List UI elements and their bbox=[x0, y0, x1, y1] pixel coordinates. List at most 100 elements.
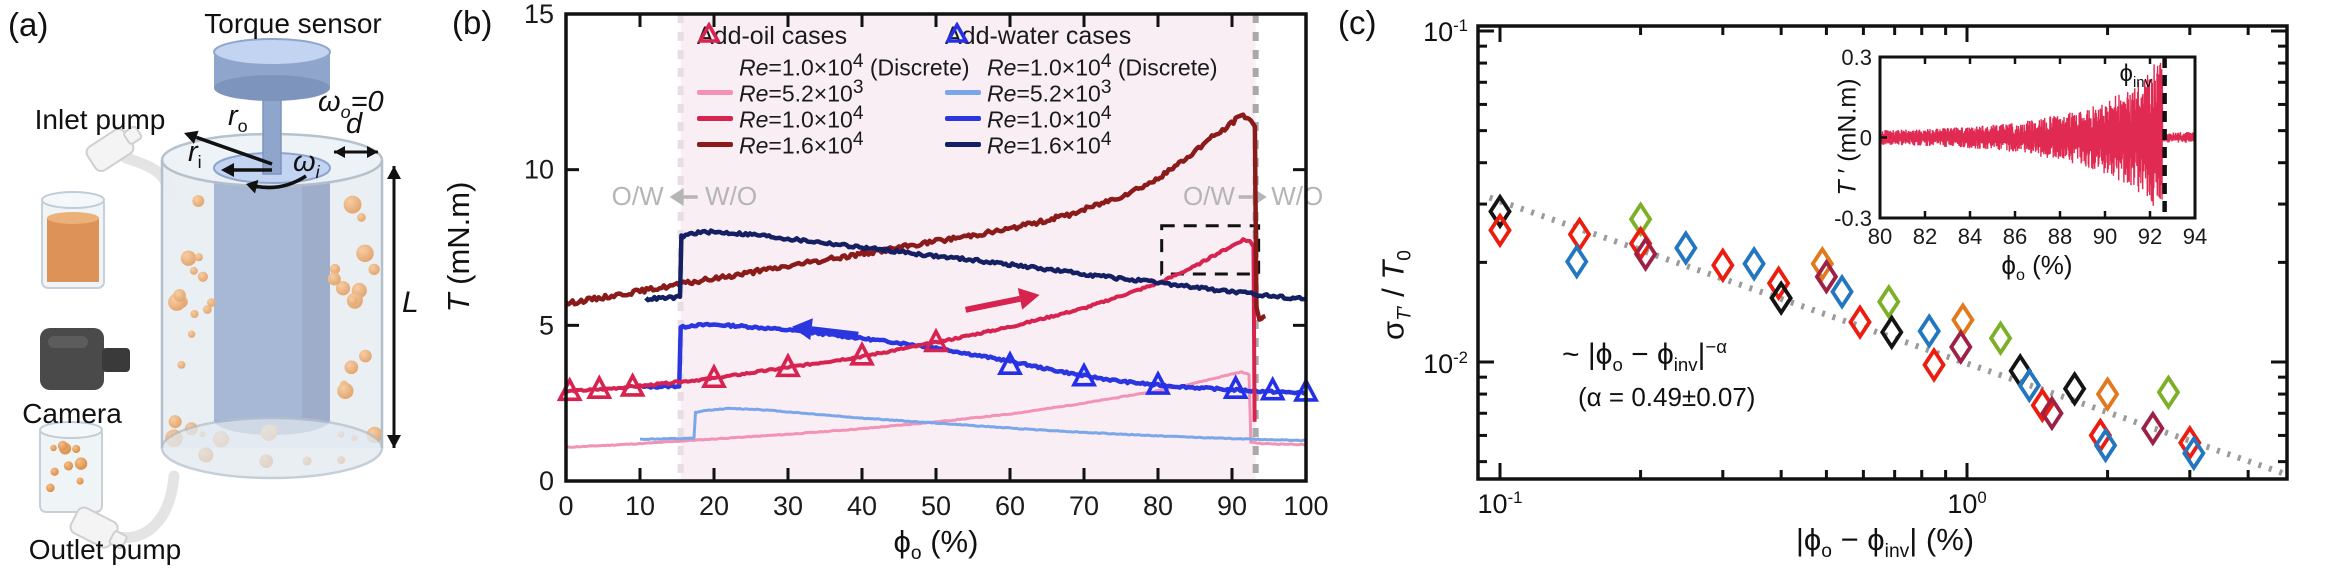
svg-text:0: 0 bbox=[558, 491, 573, 521]
torque-chart: O/W W/O O/W W/O 0 10 20 30 40 50 60 70 80 90 100 0 5 10 15 bbox=[524, 0, 1329, 521]
svg-text:0: 0 bbox=[1860, 126, 1872, 151]
torque-fluctuation-signal bbox=[1879, 62, 2196, 206]
svg-text:80: 80 bbox=[1143, 491, 1173, 521]
svg-text:60: 60 bbox=[995, 491, 1025, 521]
diamond-red bbox=[1711, 247, 1735, 284]
svg-text:5: 5 bbox=[539, 310, 554, 340]
diamond-green bbox=[1877, 283, 1901, 320]
inset-source-rect bbox=[1160, 224, 1261, 276]
svg-text:40: 40 bbox=[847, 491, 877, 521]
legend-item-label: Re=1.0×104 (Discrete) bbox=[739, 50, 970, 81]
legend-item-label: Re=5.2×103 bbox=[739, 76, 864, 107]
svg-text:10: 10 bbox=[625, 491, 655, 521]
svg-text:88: 88 bbox=[2048, 224, 2072, 249]
panel-c-ytick-bottom: 10-2 bbox=[1423, 348, 1468, 379]
line-marker-icon bbox=[945, 141, 987, 147]
markers-add-oil-discrete bbox=[556, 327, 949, 402]
fit-annotation: ~ |ϕo − ϕinv|−α bbox=[1562, 336, 1727, 375]
legend-item: Re=1.6×104 bbox=[945, 128, 1218, 159]
line-marker-icon bbox=[697, 89, 739, 95]
svg-text:O/W: O/W bbox=[1183, 181, 1235, 211]
diamond-blue bbox=[1917, 313, 1941, 350]
diamond-red bbox=[1848, 304, 1872, 341]
legend-item: Re=5.2×103 bbox=[697, 76, 970, 107]
panel-c-axes bbox=[1476, 24, 2289, 481]
panel-c-xtick-left: 10-1 bbox=[1477, 488, 1523, 519]
legend-item-label: Re=1.0×104 bbox=[739, 102, 864, 133]
legend-item-label: Re=1.6×104 bbox=[987, 128, 1112, 159]
diamond-red bbox=[1567, 216, 1592, 253]
diamond-blue bbox=[1830, 273, 1854, 310]
diamond-black bbox=[1488, 193, 1512, 230]
diamond-blue bbox=[2093, 427, 2118, 464]
svg-text:90: 90 bbox=[1217, 491, 1247, 521]
phi-inv-label: ϕinv bbox=[2119, 60, 2152, 91]
panel-c-label: (c) bbox=[1338, 4, 1377, 41]
legend-item: Re=1.0×104 bbox=[945, 103, 1218, 132]
svg-text:50: 50 bbox=[921, 491, 951, 521]
line-marker-icon bbox=[945, 89, 987, 95]
diamond-orange bbox=[2095, 376, 2120, 413]
diamond-black bbox=[1879, 314, 1904, 351]
panel-b-xlabel: ϕo (%) bbox=[893, 524, 979, 565]
alpha-annotation: (α = 0.49±0.07) bbox=[1578, 382, 1756, 412]
panel-c-ylabel: σT′ / T0 bbox=[1375, 250, 1416, 340]
legend-add-oil: Add-oil cases Re=1.0×104 (Discrete) Re=5.… bbox=[697, 22, 970, 158]
svg-text:80: 80 bbox=[1868, 224, 1892, 249]
svg-text:W/O: W/O bbox=[705, 181, 757, 211]
svg-text:O/W: O/W bbox=[612, 181, 664, 211]
legend-item: Re=1.0×104 bbox=[697, 102, 970, 133]
fluctuation-chart: 80 82 84 86 88 90 92 94 0.3 0 -0.3 bbox=[1476, 24, 2289, 481]
diamond-maroon bbox=[1633, 236, 1658, 272]
svg-text:30: 30 bbox=[773, 491, 803, 521]
diamond-red bbox=[1766, 265, 1791, 302]
camera-label: Camera bbox=[22, 398, 122, 429]
diamond-red bbox=[2178, 424, 2202, 461]
inset-ylabel: T ′ (mN.m) bbox=[1833, 78, 1862, 196]
legend-add-water: Add-water cases Re=1.0×104 (Discrete) Re=… bbox=[945, 22, 1218, 159]
series-add-oil-Re1.0e4 bbox=[565, 237, 1257, 422]
inlet-pump-label: Inlet pump bbox=[34, 104, 166, 135]
panel-c-xtick-mid: 100 bbox=[1947, 488, 1987, 519]
diamond-green bbox=[2156, 374, 2181, 411]
svg-text:20: 20 bbox=[699, 491, 729, 521]
svg-text:70: 70 bbox=[1069, 491, 1099, 521]
diamond-orange bbox=[1810, 245, 1835, 282]
omega-i-label: ωi bbox=[293, 146, 320, 182]
panel-a-label: (a) bbox=[8, 6, 49, 43]
series-add-water-Re5.2e3 bbox=[640, 406, 1307, 443]
diamond-red bbox=[1922, 346, 1946, 383]
panel-c-ytick-top: 10-1 bbox=[1423, 16, 1468, 47]
outlet-pump-label: Outlet pump bbox=[28, 534, 182, 565]
series-add-water-Re1.0e4 bbox=[641, 321, 1307, 396]
legend-add-oil-header: Add-oil cases bbox=[697, 22, 848, 50]
diamond-orange bbox=[1951, 301, 1975, 338]
diamond-black bbox=[1769, 280, 1793, 317]
scatter-points bbox=[1488, 193, 2206, 472]
omega-o-label: ωo=0 bbox=[318, 86, 384, 122]
diamond-black bbox=[2062, 370, 2087, 407]
legend-item: Re=1.0×104 (Discrete) bbox=[945, 22, 1218, 80]
diamond-maroon bbox=[1814, 258, 1839, 295]
diamond-maroon bbox=[2040, 395, 2064, 432]
legend-item: Re=5.2×103 bbox=[945, 76, 1218, 107]
L-label: L bbox=[402, 286, 419, 319]
svg-text:90: 90 bbox=[2093, 224, 2117, 249]
svg-text:15: 15 bbox=[524, 0, 554, 29]
line-marker-icon bbox=[697, 115, 739, 121]
diamond-green bbox=[1628, 201, 1653, 238]
svg-text:86: 86 bbox=[2003, 224, 2027, 249]
svg-text:100: 100 bbox=[1283, 491, 1328, 521]
torque-fluctuation-inset: 80 82 84 86 88 90 92 94 0.3 0 -0.3 bbox=[1834, 45, 2207, 249]
series-add-oil-Re1.6e4 bbox=[564, 112, 1267, 322]
legend-item-label: Re=5.2×103 bbox=[987, 76, 1112, 107]
diamond-blue bbox=[2017, 367, 2042, 404]
legend-add-water-header: Add-water cases bbox=[945, 22, 1132, 50]
svg-text:84: 84 bbox=[1958, 224, 1982, 249]
r-o-label: ro bbox=[228, 100, 248, 136]
svg-text:82: 82 bbox=[1913, 224, 1937, 249]
svg-text:0.3: 0.3 bbox=[1841, 45, 1872, 70]
inset-xlabel: ϕo (%) bbox=[2001, 250, 2073, 285]
diamond-green bbox=[1988, 320, 2013, 357]
